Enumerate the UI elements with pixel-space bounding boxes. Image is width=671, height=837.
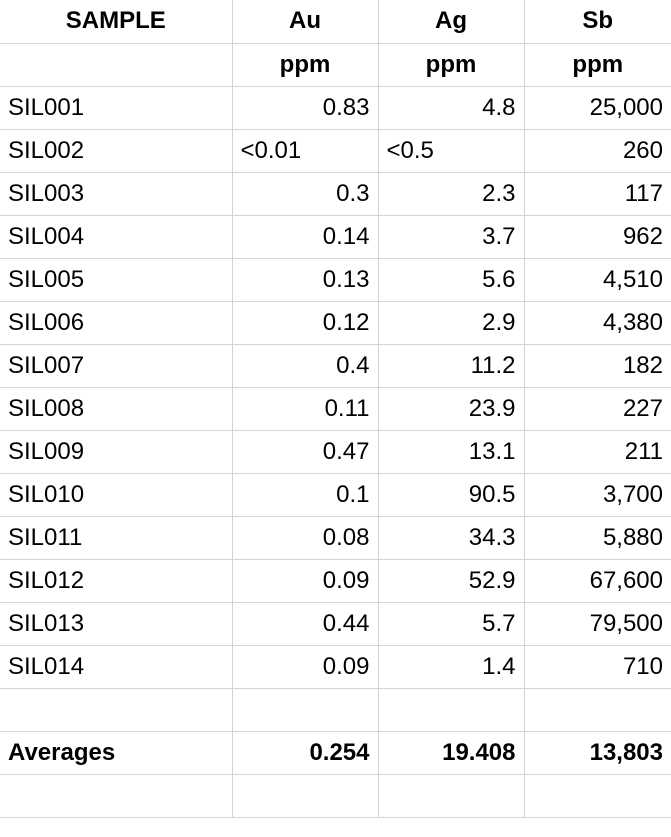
empty-cell xyxy=(0,773,233,818)
header-cell: Au xyxy=(231,0,379,44)
empty-cell xyxy=(523,687,671,732)
data-row: SIL002 <0.01 <0.5 260 xyxy=(0,128,671,173)
empty-cell xyxy=(231,773,379,818)
data-row: SIL008 0.11 23.9 227 xyxy=(0,386,671,431)
value-cell: 3.7 xyxy=(377,214,525,259)
value-cell: 0.08 xyxy=(231,515,379,560)
value-cell: 2.9 xyxy=(377,300,525,345)
unit-cell: ppm xyxy=(377,42,525,87)
value-cell: 90.5 xyxy=(377,472,525,517)
sample-cell: SIL014 xyxy=(0,644,233,689)
sample-cell: SIL006 xyxy=(0,300,233,345)
value-cell: 4.8 xyxy=(377,85,525,130)
empty-cell xyxy=(0,42,233,87)
empty-cell xyxy=(0,687,233,732)
sample-cell: SIL005 xyxy=(0,257,233,302)
value-cell: <0.5 xyxy=(377,128,525,173)
sample-cell: SIL013 xyxy=(0,601,233,646)
value-cell: 13.1 xyxy=(377,429,525,474)
value-cell: 0.3 xyxy=(231,171,379,216)
value-cell: 0.47 xyxy=(231,429,379,474)
value-cell: 25,000 xyxy=(523,85,671,130)
data-row: SIL014 0.09 1.4 710 xyxy=(0,644,671,689)
value-cell: 0.44 xyxy=(231,601,379,646)
header-cell: Ag xyxy=(377,0,525,44)
data-row: SIL010 0.1 90.5 3,700 xyxy=(0,472,671,517)
header-cell: SAMPLE xyxy=(0,0,233,44)
value-cell: 3,700 xyxy=(523,472,671,517)
data-row: SIL004 0.14 3.7 962 xyxy=(0,214,671,259)
value-cell: 0.1 xyxy=(231,472,379,517)
value-cell: 0.09 xyxy=(231,644,379,689)
empty-cell xyxy=(377,687,525,732)
empty-row xyxy=(0,773,671,818)
sample-cell: SIL010 xyxy=(0,472,233,517)
value-cell: 5.6 xyxy=(377,257,525,302)
value-cell: 1.4 xyxy=(377,644,525,689)
header-row: SAMPLE Au Ag Sb xyxy=(0,0,671,44)
sample-cell: SIL004 xyxy=(0,214,233,259)
average-cell: 13,803 xyxy=(523,730,671,775)
value-cell: 52.9 xyxy=(377,558,525,603)
value-cell: 0.13 xyxy=(231,257,379,302)
value-cell: 0.83 xyxy=(231,85,379,130)
sample-cell: SIL009 xyxy=(0,429,233,474)
average-cell: 19.408 xyxy=(377,730,525,775)
value-cell: 0.11 xyxy=(231,386,379,431)
value-cell: 4,510 xyxy=(523,257,671,302)
value-cell: 0.12 xyxy=(231,300,379,345)
sample-cell: SIL002 xyxy=(0,128,233,173)
table-body: SAMPLE Au Ag Sb ppm ppm ppm SIL001 0.83 4.8 25,000… xyxy=(0,0,671,818)
data-table: SAMPLE Au Ag Sb ppm ppm ppm SIL001 0.83 4.8 25,000… xyxy=(0,0,671,818)
value-cell: 0.09 xyxy=(231,558,379,603)
sample-cell: SIL012 xyxy=(0,558,233,603)
value-cell: 23.9 xyxy=(377,386,525,431)
value-cell: 710 xyxy=(523,644,671,689)
value-cell: 5.7 xyxy=(377,601,525,646)
value-cell: 0.4 xyxy=(231,343,379,388)
data-row: SIL013 0.44 5.7 79,500 xyxy=(0,601,671,646)
value-cell: 2.3 xyxy=(377,171,525,216)
value-cell: 227 xyxy=(523,386,671,431)
value-cell: 211 xyxy=(523,429,671,474)
sample-cell: SIL008 xyxy=(0,386,233,431)
data-row: SIL005 0.13 5.6 4,510 xyxy=(0,257,671,302)
empty-row xyxy=(0,687,671,732)
sample-cell: SIL011 xyxy=(0,515,233,560)
empty-cell xyxy=(523,773,671,818)
empty-cell xyxy=(377,773,525,818)
averages-row: Averages 0.254 19.408 13,803 xyxy=(0,730,671,775)
value-cell: 4,380 xyxy=(523,300,671,345)
value-cell: 182 xyxy=(523,343,671,388)
value-cell: 79,500 xyxy=(523,601,671,646)
value-cell: 0.14 xyxy=(231,214,379,259)
sample-cell: SIL003 xyxy=(0,171,233,216)
units-row: ppm ppm ppm xyxy=(0,42,671,87)
data-row: SIL001 0.83 4.8 25,000 xyxy=(0,85,671,130)
data-row: SIL009 0.47 13.1 211 xyxy=(0,429,671,474)
value-cell: 34.3 xyxy=(377,515,525,560)
unit-cell: ppm xyxy=(523,42,671,87)
sample-cell: SIL007 xyxy=(0,343,233,388)
empty-cell xyxy=(231,687,379,732)
value-cell: 11.2 xyxy=(377,343,525,388)
value-cell: 962 xyxy=(523,214,671,259)
data-row: SIL006 0.12 2.9 4,380 xyxy=(0,300,671,345)
value-cell: 5,880 xyxy=(523,515,671,560)
data-row: SIL011 0.08 34.3 5,880 xyxy=(0,515,671,560)
averages-label: Averages xyxy=(0,730,233,775)
data-row: SIL007 0.4 11.2 182 xyxy=(0,343,671,388)
header-cell: Sb xyxy=(523,0,671,44)
unit-cell: ppm xyxy=(231,42,379,87)
value-cell: 260 xyxy=(523,128,671,173)
sample-cell: SIL001 xyxy=(0,85,233,130)
value-cell: <0.01 xyxy=(231,128,379,173)
data-row: SIL003 0.3 2.3 117 xyxy=(0,171,671,216)
average-cell: 0.254 xyxy=(231,730,379,775)
value-cell: 117 xyxy=(523,171,671,216)
value-cell: 67,600 xyxy=(523,558,671,603)
data-row: SIL012 0.09 52.9 67,600 xyxy=(0,558,671,603)
